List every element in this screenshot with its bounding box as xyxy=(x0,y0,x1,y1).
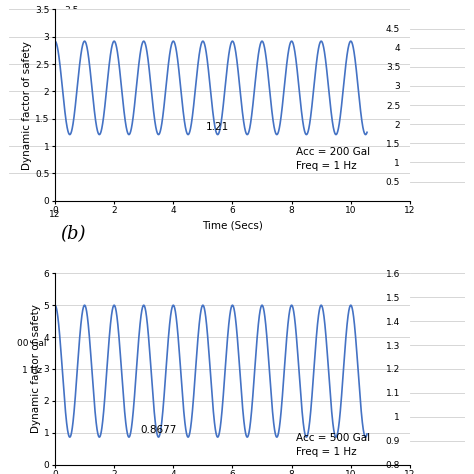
Text: Acc = 500 Gal
Freq = 1 Hz: Acc = 500 Gal Freq = 1 Hz xyxy=(296,433,371,457)
X-axis label: Time (Secs): Time (Secs) xyxy=(202,221,263,231)
Text: 0.8677: 0.8677 xyxy=(140,425,177,435)
Text: 1.21: 1.21 xyxy=(206,122,229,132)
Text: Acc = 200 Gal
Freq = 1 Hz: Acc = 200 Gal Freq = 1 Hz xyxy=(296,146,371,171)
Text: 1 Hz: 1 Hz xyxy=(22,366,42,375)
Y-axis label: Dynamic factor of safety: Dynamic factor of safety xyxy=(22,41,32,170)
Y-axis label: Dynamic factor of safety: Dynamic factor of safety xyxy=(31,304,41,433)
Text: (b): (b) xyxy=(60,226,85,244)
Text: 00 Gal: 00 Gal xyxy=(18,339,47,348)
